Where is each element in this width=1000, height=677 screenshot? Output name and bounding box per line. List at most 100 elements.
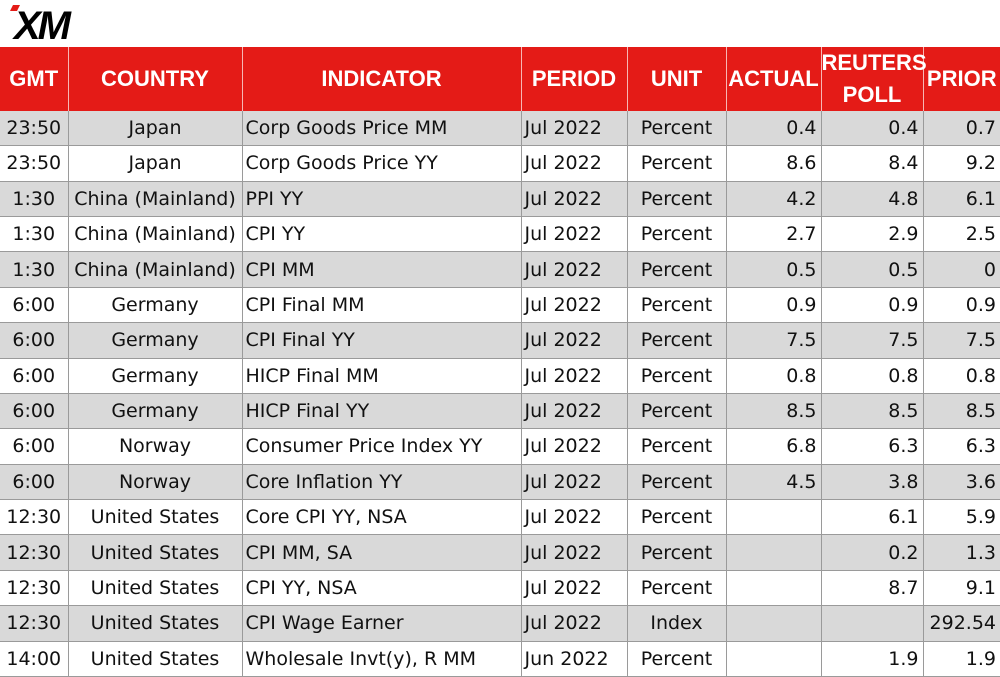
- xm-logo: XM: [10, 4, 76, 44]
- cell-reuters-poll: 0.9: [821, 287, 924, 324]
- cell-gmt: 23:50: [0, 110, 69, 147]
- table-row: 6:00 Germany CPI Final MM Jul 2022 Percent 0.…: [0, 287, 1000, 324]
- table-row: 6:00 Germany HICP Final MM Jul 2022 Percent 0…: [0, 358, 1000, 394]
- cell-indicator: Corp Goods Price YY: [242, 145, 522, 182]
- cell-country: Germany: [68, 358, 243, 394]
- cell-actual: [726, 499, 822, 536]
- cell-unit: Percent: [627, 322, 727, 359]
- cell-indicator: CPI Final YY: [242, 322, 522, 359]
- cell-reuters-poll: 0.5: [821, 251, 924, 288]
- cell-indicator: CPI YY: [242, 216, 522, 253]
- cell-country: Japan: [68, 110, 243, 147]
- cell-reuters-poll: 4.8: [821, 181, 924, 217]
- table-row: 1:30 China (Mainland) PPI YY Jul 2022 Percen…: [0, 181, 1000, 217]
- cell-unit: Percent: [627, 428, 727, 465]
- cell-prior: 292.54: [923, 605, 1000, 642]
- cell-indicator: HICP Final YY: [242, 393, 522, 430]
- table-row: 12:30 United States CPI Wage Earner Jul 202…: [0, 605, 1000, 642]
- cell-unit: Percent: [627, 358, 727, 394]
- cell-prior: 0: [923, 251, 1000, 288]
- cell-actual: 8.6: [726, 145, 822, 182]
- cell-prior: 3.6: [923, 464, 1000, 501]
- cell-country: Norway: [68, 428, 243, 465]
- cell-gmt: 6:00: [0, 428, 69, 465]
- cell-prior: 6.3: [923, 428, 1000, 465]
- cell-actual: 8.5: [726, 393, 822, 430]
- cell-unit: Percent: [627, 641, 727, 677]
- cell-indicator: PPI YY: [242, 181, 522, 217]
- cell-prior: 0.9: [923, 287, 1000, 324]
- cell-unit: Percent: [627, 110, 727, 147]
- cell-prior: 5.9: [923, 499, 1000, 536]
- table-row: 6:00 Germany CPI Final YY Jul 2022 Percent 7.…: [0, 322, 1000, 359]
- table-body: 23:50 Japan Corp Goods Price MM Jul 2022 Per…: [0, 110, 1000, 677]
- cell-reuters-poll: 8.4: [821, 145, 924, 182]
- cell-prior: 0.7: [923, 110, 1000, 147]
- cell-reuters-poll: 8.7: [821, 570, 924, 607]
- cell-unit: Percent: [627, 499, 727, 536]
- cell-actual: 0.8: [726, 358, 822, 394]
- table-row: 6:00 Germany HICP Final YY Jul 2022 Percent 8…: [0, 393, 1000, 430]
- cell-actual: 6.8: [726, 428, 822, 465]
- cell-indicator: CPI MM: [242, 251, 522, 288]
- cell-gmt: 12:30: [0, 534, 69, 571]
- cell-unit: Percent: [627, 464, 727, 501]
- cell-country: Germany: [68, 287, 243, 324]
- cell-country: Japan: [68, 145, 243, 182]
- cell-actual: 4.2: [726, 181, 822, 217]
- table-row: 12:30 United States Core CPI YY, NSA Jul 20…: [0, 499, 1000, 536]
- table-row: 6:00 Norway Core Inflation YY Jul 2022 Perce…: [0, 464, 1000, 501]
- cell-period: Jul 2022: [521, 464, 628, 501]
- cell-indicator: Wholesale Invt(y), R MM: [242, 641, 522, 677]
- cell-country: Germany: [68, 393, 243, 430]
- cell-gmt: 12:30: [0, 605, 69, 642]
- cell-period: Jul 2022: [521, 499, 628, 536]
- cell-unit: Percent: [627, 181, 727, 217]
- cell-indicator: CPI Final MM: [242, 287, 522, 324]
- table-header-row: GMT COUNTRY INDICATOR PERIOD UNIT ACTUAL…: [0, 47, 1000, 111]
- cell-gmt: 23:50: [0, 145, 69, 182]
- cell-unit: Percent: [627, 216, 727, 253]
- table-row: 1:30 China (Mainland) CPI MM Jul 2022 Percen…: [0, 251, 1000, 288]
- cell-prior: 2.5: [923, 216, 1000, 253]
- cell-reuters-poll: 6.1: [821, 499, 924, 536]
- cell-gmt: 1:30: [0, 251, 69, 288]
- economic-calendar-table: GMT COUNTRY INDICATOR PERIOD UNIT ACTUAL…: [0, 47, 1000, 677]
- cell-reuters-poll: 0.8: [821, 358, 924, 394]
- cell-indicator: CPI MM, SA: [242, 534, 522, 571]
- cell-unit: Percent: [627, 570, 727, 607]
- header-country: COUNTRY: [68, 47, 243, 111]
- cell-period: Jul 2022: [521, 145, 628, 182]
- cell-gmt: 6:00: [0, 287, 69, 324]
- header-unit: UNIT: [627, 47, 727, 111]
- table-row: 23:50 Japan Corp Goods Price MM Jul 2022 Per…: [0, 110, 1000, 147]
- cell-actual: 2.7: [726, 216, 822, 253]
- cell-period: Jul 2022: [521, 216, 628, 253]
- cell-period: Jul 2022: [521, 181, 628, 217]
- cell-country: Germany: [68, 322, 243, 359]
- cell-gmt: 6:00: [0, 358, 69, 394]
- cell-gmt: 1:30: [0, 181, 69, 217]
- table-row: 23:50 Japan Corp Goods Price YY Jul 2022 Per…: [0, 145, 1000, 182]
- cell-period: Jul 2022: [521, 322, 628, 359]
- cell-indicator: CPI YY, NSA: [242, 570, 522, 607]
- cell-indicator: Consumer Price Index YY: [242, 428, 522, 465]
- cell-reuters-poll: 0.4: [821, 110, 924, 147]
- cell-reuters-poll: 0.2: [821, 534, 924, 571]
- cell-country: United States: [68, 499, 243, 536]
- cell-indicator: Core CPI YY, NSA: [242, 499, 522, 536]
- cell-period: Jul 2022: [521, 570, 628, 607]
- cell-reuters-poll: 7.5: [821, 322, 924, 359]
- cell-actual: [726, 641, 822, 677]
- cell-actual: [726, 570, 822, 607]
- cell-period: Jul 2022: [521, 428, 628, 465]
- cell-prior: 0.8: [923, 358, 1000, 394]
- cell-actual: 0.5: [726, 251, 822, 288]
- cell-reuters-poll: [821, 605, 924, 642]
- cell-prior: 8.5: [923, 393, 1000, 430]
- cell-indicator: CPI Wage Earner: [242, 605, 522, 642]
- cell-prior: 9.1: [923, 570, 1000, 607]
- cell-reuters-poll: 6.3: [821, 428, 924, 465]
- cell-reuters-poll: 3.8: [821, 464, 924, 501]
- cell-prior: 7.5: [923, 322, 1000, 359]
